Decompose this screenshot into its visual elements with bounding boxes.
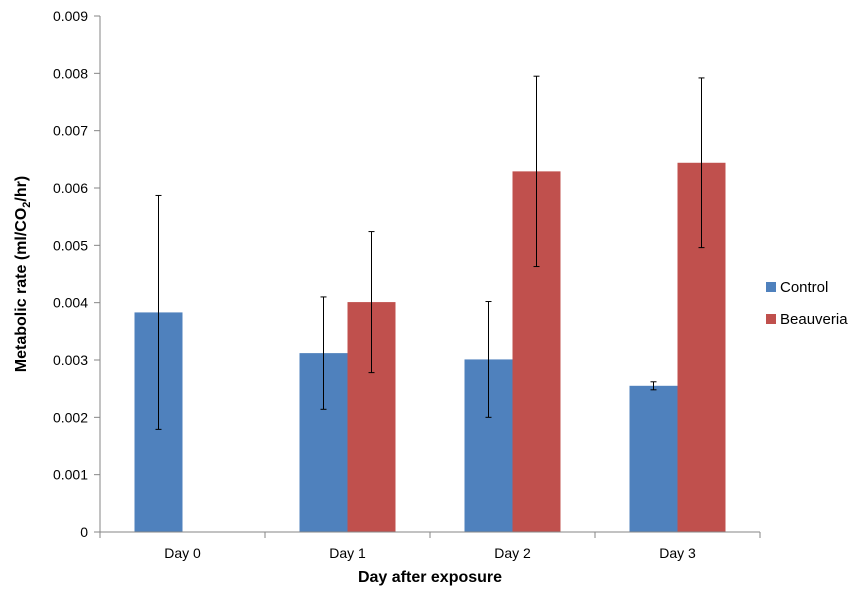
x-tick-label: Day 3 <box>659 545 696 561</box>
legend-swatch-control <box>766 282 776 292</box>
error-bar-control <box>320 296 327 410</box>
bar-control <box>629 385 678 532</box>
error-bar-control <box>485 301 492 418</box>
y-axis-title-prefix: Metabolic rate (ml/CO <box>13 208 30 372</box>
y-tick-label: 0.009 <box>53 8 88 24</box>
legend: Control Beauveria <box>766 279 848 328</box>
x-tick-label: Day 2 <box>494 545 531 561</box>
y-tick-label: 0.006 <box>53 180 88 196</box>
error-bar-beauveria <box>698 77 705 249</box>
y-tick-label: 0.001 <box>53 467 88 483</box>
legend-swatch-beauveria <box>766 314 776 324</box>
y-tick-label: 0 <box>80 524 88 540</box>
x-tick-label: Day 1 <box>329 545 366 561</box>
bars <box>134 162 726 533</box>
y-tick-label: 0.004 <box>53 295 88 311</box>
y-axis-title-subscript: 2 <box>21 202 33 208</box>
legend-label-beauveria: Beauveria <box>780 311 848 328</box>
y-axis-ticks: 0 0.001 0.002 0.003 0.004 0.005 0.006 0.007 0.00… <box>53 8 100 540</box>
error-bars <box>155 75 705 430</box>
error-bar-control <box>155 194 162 430</box>
y-axis-title-suffix: /hr) <box>13 176 30 202</box>
y-tick-label: 0.005 <box>53 237 88 253</box>
error-bar-beauveria <box>533 75 540 268</box>
x-axis-ticks: Day 0 Day 1 Day 2 Day 3 <box>99 532 761 561</box>
y-tick-label: 0.002 <box>53 409 88 425</box>
y-axis-title: Metabolic rate (ml/CO2/hr) <box>13 176 33 372</box>
error-bar-beauveria <box>368 231 375 374</box>
y-tick-label: 0.008 <box>53 65 88 81</box>
y-tick-label: 0.003 <box>53 352 88 368</box>
x-axis-title: Day after exposure <box>358 569 502 586</box>
x-tick-label: Day 0 <box>164 545 201 561</box>
legend-label-control: Control <box>780 279 828 296</box>
error-bar-control <box>650 381 657 391</box>
y-tick-label: 0.007 <box>53 123 88 139</box>
